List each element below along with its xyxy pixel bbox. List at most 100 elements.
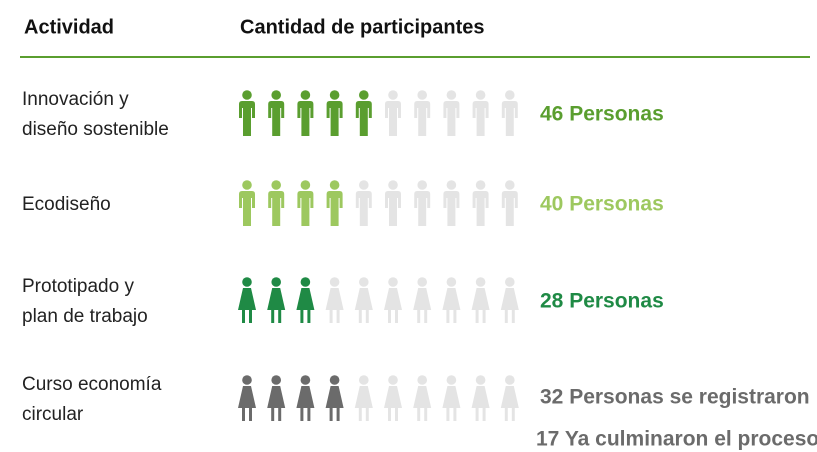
- icon-body: [472, 191, 489, 226]
- participants-value: 28 Personas: [540, 290, 664, 313]
- person-icon: [384, 375, 402, 421]
- person-icon: [471, 375, 490, 421]
- person-icon: [239, 90, 255, 136]
- person-icon: [267, 277, 286, 323]
- icon-body: [238, 386, 256, 421]
- activity-label: Curso economía: [22, 374, 162, 395]
- person-icon: [268, 90, 285, 136]
- icon-head: [300, 375, 311, 385]
- header-participants: Cantidad de participantes: [240, 16, 485, 38]
- icon-head: [388, 375, 398, 385]
- icon-body: [385, 191, 401, 226]
- person-icon: [239, 180, 255, 226]
- person-icon: [385, 90, 401, 136]
- person-icon: [443, 180, 460, 226]
- icon-head: [505, 375, 515, 385]
- person-icon: [325, 277, 344, 323]
- person-icon: [355, 90, 372, 136]
- person-icon: [501, 90, 518, 136]
- icon-body: [471, 288, 490, 323]
- icon-head: [329, 277, 340, 287]
- icon-body: [471, 386, 490, 421]
- icon-body: [500, 386, 519, 421]
- icon-head: [300, 180, 311, 190]
- icon-head: [359, 90, 369, 100]
- person-icon: [325, 375, 344, 421]
- person-icon: [442, 277, 461, 323]
- person-icon: [297, 180, 314, 226]
- icon-body: [354, 386, 373, 421]
- person-icon: [355, 180, 372, 226]
- participants-value: 40 Personas: [540, 193, 664, 216]
- person-icon: [414, 180, 431, 226]
- icon-head: [505, 277, 515, 287]
- icon-body: [414, 191, 431, 226]
- icon-body: [384, 288, 402, 323]
- icon-body: [355, 101, 372, 136]
- icon-body: [297, 101, 314, 136]
- icon-head: [475, 277, 486, 287]
- icon-head: [388, 180, 398, 190]
- activity-label: plan de trabajo: [22, 306, 148, 327]
- icon-body: [239, 191, 255, 226]
- person-icon: [501, 180, 518, 226]
- icon-head: [417, 277, 428, 287]
- icon-body: [268, 191, 285, 226]
- icon-body: [442, 288, 461, 323]
- participants-value: 32 Personas se registraron: [540, 386, 810, 409]
- icon-head: [446, 180, 457, 190]
- icon-head: [271, 90, 282, 100]
- icon-head: [446, 90, 457, 100]
- icon-body: [268, 101, 285, 136]
- person-icon: [385, 180, 401, 226]
- icon-body: [354, 288, 373, 323]
- person-icon: [354, 277, 373, 323]
- icon-body: [325, 386, 344, 421]
- icon-head: [242, 375, 252, 385]
- activity-label: circular: [22, 404, 84, 425]
- icon-head: [359, 277, 369, 287]
- icon-body: [385, 101, 401, 136]
- icon-head: [329, 375, 340, 385]
- icon-head: [388, 277, 398, 287]
- icon-head: [505, 90, 515, 100]
- person-icon: [442, 375, 461, 421]
- person-icon: [413, 277, 432, 323]
- person-icon: [472, 90, 489, 136]
- icon-head: [417, 375, 428, 385]
- icon-body: [413, 288, 432, 323]
- icon-body: [267, 386, 286, 421]
- person-icon: [414, 90, 431, 136]
- icon-body: [326, 101, 343, 136]
- icon-body: [443, 101, 460, 136]
- icon-head: [242, 90, 252, 100]
- person-icon: [296, 375, 315, 421]
- participants-value: 46 Personas: [540, 103, 664, 126]
- person-icon: [238, 375, 256, 421]
- icon-head: [417, 90, 428, 100]
- icon-body: [326, 191, 343, 226]
- icon-head: [505, 180, 515, 190]
- icon-body: [297, 191, 314, 226]
- person-icon: [384, 277, 402, 323]
- person-icon: [413, 375, 432, 421]
- person-icon: [443, 90, 460, 136]
- icon-head: [300, 277, 311, 287]
- activity-label: Prototipado y: [22, 276, 134, 297]
- activity-label: Ecodiseño: [22, 194, 111, 215]
- icon-body: [267, 288, 286, 323]
- icon-head: [417, 180, 428, 190]
- icon-head: [242, 180, 252, 190]
- person-icon: [297, 90, 314, 136]
- icon-head: [446, 277, 457, 287]
- icon-body: [296, 288, 315, 323]
- person-icon: [268, 180, 285, 226]
- person-icon: [326, 180, 343, 226]
- person-icon: [500, 277, 519, 323]
- icon-body: [501, 101, 518, 136]
- icon-head: [359, 375, 369, 385]
- icon-body: [472, 101, 489, 136]
- person-icon: [500, 375, 519, 421]
- icon-body: [239, 101, 255, 136]
- participants-value: 17 Ya culminaron el proceso: [536, 428, 817, 451]
